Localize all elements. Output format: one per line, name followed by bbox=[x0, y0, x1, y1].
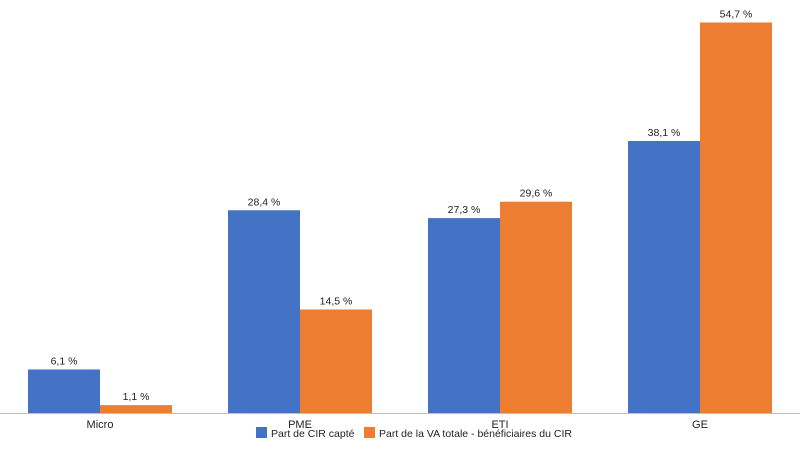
bar-eti-series-1 bbox=[428, 218, 500, 413]
data-label-eti-series-2: 29,6 % bbox=[520, 188, 553, 200]
data-label-ge-series-2: 54,7 % bbox=[720, 9, 753, 21]
x-tick-labels: Micro PME ETI GE bbox=[87, 419, 708, 431]
bar-micro-series-2 bbox=[100, 405, 172, 413]
bar-ge-series-1 bbox=[628, 141, 700, 413]
x-tick-label-eti: ETI bbox=[491, 419, 508, 431]
data-labels-group: 6,1 % 1,1 % 28,4 % 14,5 % 27,3 % 29,6 % 38,1 %… bbox=[51, 9, 753, 404]
bar-pme-series-2 bbox=[300, 309, 372, 413]
data-label-micro-series-2: 1,1 % bbox=[123, 391, 150, 403]
legend: Part de CIR capté Part de la VA totale -… bbox=[256, 427, 572, 440]
bar-ge-series-2 bbox=[700, 22, 772, 413]
x-tick-label-micro: Micro bbox=[87, 419, 114, 431]
legend-label-series-1: Part de CIR capté bbox=[271, 428, 355, 440]
data-label-pme-series-2: 14,5 % bbox=[320, 295, 353, 307]
legend-label-series-2: Part de la VA totale - bénéficiaires du … bbox=[379, 428, 572, 440]
bar-eti-series-2 bbox=[500, 201, 572, 413]
legend-swatch-series-1 bbox=[256, 427, 267, 438]
bar-pme-series-1 bbox=[228, 210, 300, 413]
x-tick-label-ge: GE bbox=[692, 419, 708, 431]
data-label-eti-series-1: 27,3 % bbox=[448, 204, 481, 216]
data-label-pme-series-1: 28,4 % bbox=[248, 196, 281, 208]
legend-swatch-series-2 bbox=[364, 427, 375, 438]
data-label-micro-series-1: 6,1 % bbox=[51, 355, 78, 367]
data-label-ge-series-1: 38,1 % bbox=[648, 127, 681, 139]
x-tick-label-pme: PME bbox=[288, 419, 312, 431]
bars-group bbox=[28, 22, 772, 413]
bar-micro-series-1 bbox=[28, 369, 100, 413]
